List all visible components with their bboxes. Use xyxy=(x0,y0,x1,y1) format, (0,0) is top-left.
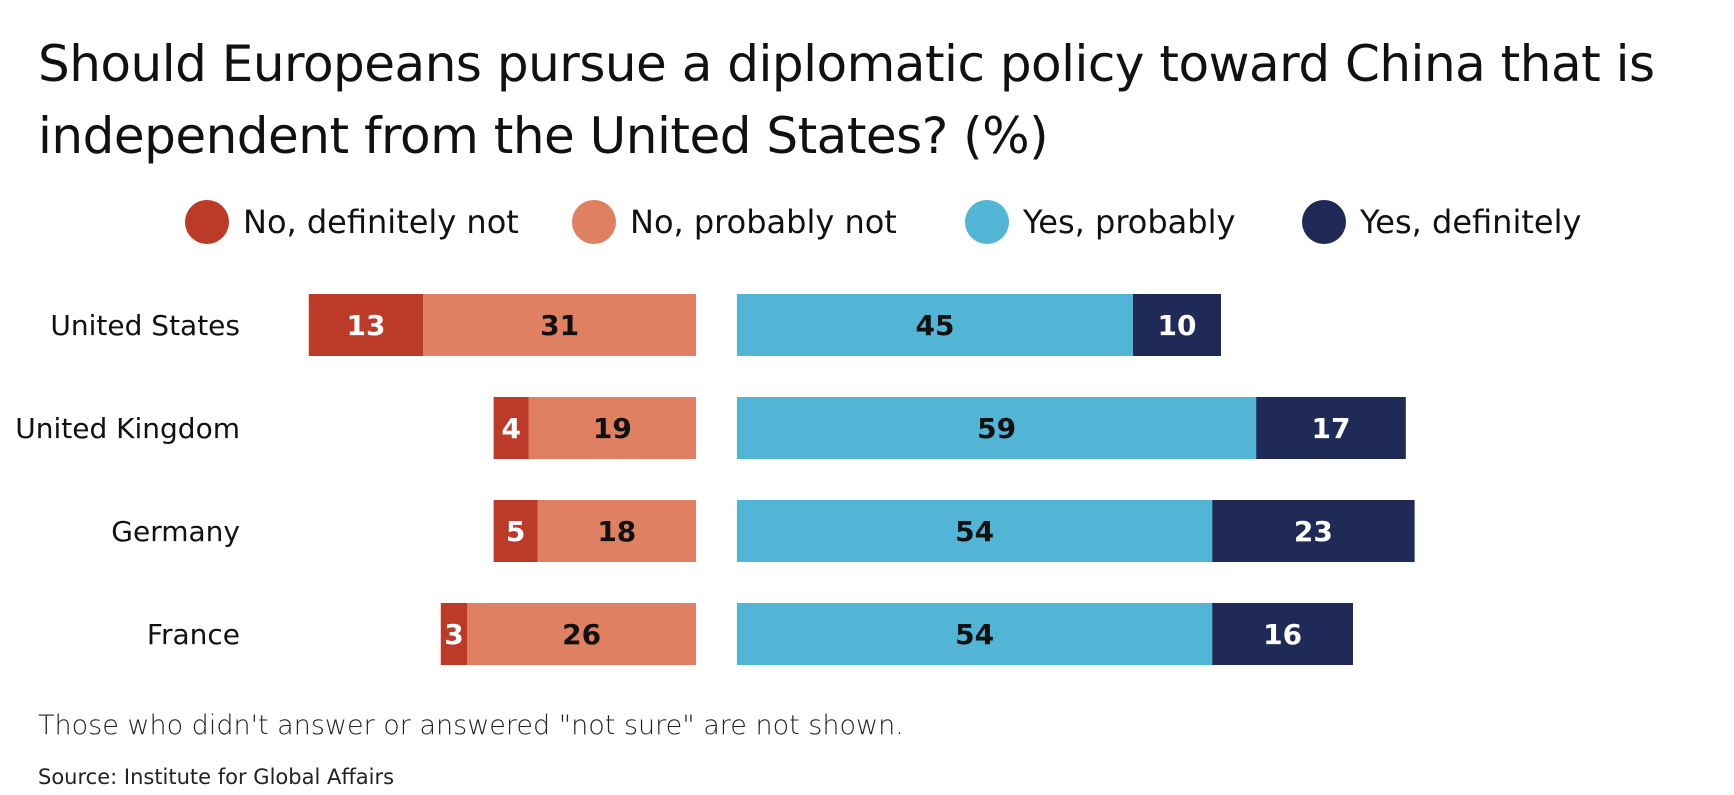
data-label: 5 xyxy=(506,515,525,548)
chart-title: Should Europeans pursue a diplomatic pol… xyxy=(38,35,1655,165)
data-label: 23 xyxy=(1294,515,1333,548)
data-label: 59 xyxy=(977,412,1016,445)
legend-swatch-icon xyxy=(572,200,616,244)
category-label: United States xyxy=(50,309,240,342)
legend-item-yes-probably: Yes, probably xyxy=(965,200,1235,244)
bar-segment xyxy=(423,294,696,356)
legend-label: Yes, probably xyxy=(1023,203,1236,241)
legend-swatch-icon xyxy=(1302,200,1346,244)
legend-label: No, definitely not xyxy=(243,203,519,241)
category-label: Germany xyxy=(111,515,240,548)
bar-segment xyxy=(467,603,696,665)
data-label: 3 xyxy=(444,618,463,651)
data-label: 17 xyxy=(1312,412,1351,445)
data-label: 31 xyxy=(540,309,579,342)
chart-source: Source: Institute for Global Affairs xyxy=(38,765,395,789)
data-label: 54 xyxy=(955,618,994,651)
bar-segment xyxy=(440,603,468,665)
category-label: United Kingdom xyxy=(15,412,240,445)
data-label: 18 xyxy=(597,515,636,548)
bar-segment xyxy=(308,294,424,356)
data-label: 10 xyxy=(1158,309,1197,342)
legend-label: Yes, definitely xyxy=(1360,203,1582,241)
legend: No, definitely not No, probably not Yes,… xyxy=(0,200,1734,250)
bar-segment xyxy=(737,294,1133,356)
bar-segment xyxy=(1256,397,1406,459)
data-label: 45 xyxy=(916,309,955,342)
legend-item-yes-definitely: Yes, definitely xyxy=(1302,200,1581,244)
legend-item-no-definitely-not: No, definitely not xyxy=(185,200,519,244)
bar-segment xyxy=(1133,294,1221,356)
bar-segment xyxy=(737,397,1257,459)
bar-segment xyxy=(537,500,696,562)
data-label: 26 xyxy=(562,618,601,651)
legend-swatch-icon xyxy=(185,200,229,244)
bar-segment xyxy=(1212,500,1415,562)
category-label: France xyxy=(147,618,240,651)
data-label: 4 xyxy=(501,412,520,445)
chart-plot: United States 31 13 45 10 United Kingdom 19 4 59… xyxy=(15,294,1415,665)
data-label: 54 xyxy=(955,515,994,548)
bar-segment xyxy=(1212,603,1353,665)
data-label: 19 xyxy=(593,412,632,445)
bar-segment xyxy=(493,397,529,459)
bar-segment xyxy=(737,500,1213,562)
chart-note: Those who didn't answer or answered "not… xyxy=(38,710,904,741)
legend-swatch-icon xyxy=(965,200,1009,244)
bar-segment xyxy=(737,603,1213,665)
bar-segment xyxy=(493,500,538,562)
data-label: 16 xyxy=(1263,618,1302,651)
legend-label: No, probably not xyxy=(630,203,897,241)
data-label: 13 xyxy=(347,309,386,342)
legend-item-no-probably-not: No, probably not xyxy=(572,200,897,244)
bar-segment xyxy=(528,397,696,459)
